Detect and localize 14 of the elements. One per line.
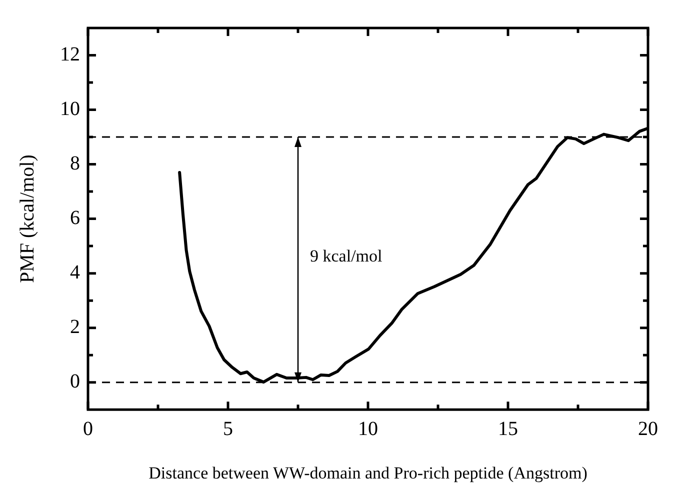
annotation: 9 kcal/mol — [310, 246, 383, 266]
y-tick-label: 10 — [60, 98, 80, 120]
y-tick-label: 6 — [70, 207, 80, 230]
x-tick-label: 20 — [638, 418, 658, 440]
y-tick-label: 2 — [70, 316, 80, 338]
y-axis-title: PMF (kcal/mol) — [16, 154, 38, 283]
x-axis-title: Distance between WW-domain and Pro-rich peptide (Angstrom) — [148, 463, 588, 482]
y-tick-label: 12 — [60, 44, 80, 66]
x-tick-label: 10 — [358, 418, 378, 440]
x-tick-label: 15 — [498, 418, 518, 440]
y-tick-label: 4 — [70, 262, 80, 284]
y-tick-label: 0 — [70, 370, 80, 393]
y-tick-label: 8 — [70, 152, 80, 175]
x-tick-label: 5 — [223, 418, 233, 440]
